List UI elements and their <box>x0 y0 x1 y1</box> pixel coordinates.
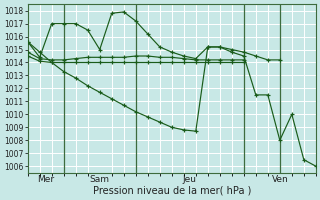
X-axis label: Pression niveau de la mer( hPa ): Pression niveau de la mer( hPa ) <box>92 186 251 196</box>
